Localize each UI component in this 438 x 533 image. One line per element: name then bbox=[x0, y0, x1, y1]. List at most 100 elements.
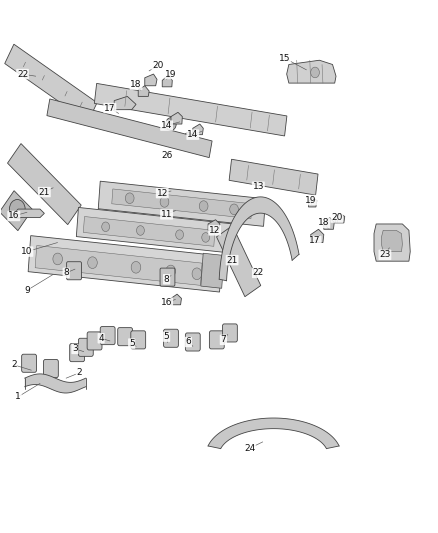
Polygon shape bbox=[28, 236, 222, 292]
FancyBboxPatch shape bbox=[78, 338, 93, 357]
Polygon shape bbox=[335, 213, 345, 223]
Text: 12: 12 bbox=[209, 226, 220, 235]
FancyBboxPatch shape bbox=[118, 328, 133, 346]
Polygon shape bbox=[171, 112, 182, 124]
Polygon shape bbox=[171, 294, 181, 305]
Polygon shape bbox=[14, 209, 44, 217]
Circle shape bbox=[230, 204, 238, 215]
Text: 14: 14 bbox=[161, 121, 172, 130]
Text: 18: 18 bbox=[318, 219, 329, 228]
Text: 6: 6 bbox=[186, 337, 191, 346]
Text: 26: 26 bbox=[161, 151, 172, 160]
Circle shape bbox=[88, 257, 97, 269]
Polygon shape bbox=[201, 253, 224, 288]
Polygon shape bbox=[94, 83, 287, 136]
FancyBboxPatch shape bbox=[87, 332, 102, 350]
Polygon shape bbox=[208, 220, 220, 230]
Text: 22: 22 bbox=[253, 269, 264, 277]
Text: 12: 12 bbox=[156, 189, 168, 198]
Text: 20: 20 bbox=[331, 213, 343, 222]
FancyBboxPatch shape bbox=[67, 262, 81, 280]
Text: 5: 5 bbox=[129, 339, 134, 348]
Polygon shape bbox=[324, 217, 334, 229]
Text: 1: 1 bbox=[15, 392, 21, 401]
Circle shape bbox=[125, 193, 134, 204]
Text: 24: 24 bbox=[244, 444, 255, 453]
Circle shape bbox=[131, 262, 141, 273]
FancyBboxPatch shape bbox=[70, 344, 85, 362]
Text: 14: 14 bbox=[187, 130, 198, 139]
Text: 23: 23 bbox=[379, 251, 391, 260]
Polygon shape bbox=[112, 189, 252, 219]
Circle shape bbox=[202, 232, 210, 242]
Polygon shape bbox=[381, 230, 403, 252]
Polygon shape bbox=[5, 44, 97, 122]
Text: 8: 8 bbox=[64, 269, 69, 277]
Text: 15: 15 bbox=[279, 54, 290, 62]
Polygon shape bbox=[138, 86, 149, 96]
Polygon shape bbox=[47, 99, 212, 158]
Text: 17: 17 bbox=[104, 103, 116, 112]
Polygon shape bbox=[229, 159, 318, 195]
Circle shape bbox=[137, 225, 145, 235]
Circle shape bbox=[10, 199, 25, 219]
Text: 8: 8 bbox=[164, 274, 170, 284]
Text: 11: 11 bbox=[161, 210, 173, 219]
Text: 19: 19 bbox=[165, 70, 177, 78]
FancyBboxPatch shape bbox=[223, 324, 237, 342]
FancyBboxPatch shape bbox=[185, 333, 200, 351]
Circle shape bbox=[53, 253, 63, 265]
Text: 10: 10 bbox=[21, 247, 33, 256]
Text: 9: 9 bbox=[24, 286, 30, 295]
Text: 4: 4 bbox=[98, 334, 104, 343]
Polygon shape bbox=[308, 197, 317, 207]
Text: 7: 7 bbox=[220, 335, 226, 344]
Text: 17: 17 bbox=[309, 237, 321, 246]
Text: 16: 16 bbox=[8, 212, 20, 221]
Polygon shape bbox=[287, 60, 336, 83]
Circle shape bbox=[102, 222, 110, 231]
Text: 2: 2 bbox=[77, 368, 82, 377]
Text: 20: 20 bbox=[152, 61, 163, 70]
Text: 22: 22 bbox=[17, 70, 28, 78]
Polygon shape bbox=[193, 124, 203, 135]
Text: 3: 3 bbox=[72, 344, 78, 353]
Polygon shape bbox=[98, 181, 265, 227]
Text: 13: 13 bbox=[253, 182, 264, 191]
FancyBboxPatch shape bbox=[163, 329, 178, 348]
Polygon shape bbox=[311, 229, 324, 243]
FancyBboxPatch shape bbox=[209, 331, 224, 349]
Circle shape bbox=[199, 201, 208, 212]
FancyBboxPatch shape bbox=[131, 331, 146, 349]
Text: 5: 5 bbox=[164, 332, 170, 341]
Circle shape bbox=[166, 265, 176, 277]
Polygon shape bbox=[7, 143, 81, 224]
Circle shape bbox=[160, 197, 169, 207]
Polygon shape bbox=[35, 246, 202, 285]
FancyBboxPatch shape bbox=[100, 327, 115, 345]
Text: 2: 2 bbox=[11, 360, 17, 369]
Polygon shape bbox=[216, 225, 261, 297]
Text: 19: 19 bbox=[305, 196, 316, 205]
Circle shape bbox=[184, 133, 193, 143]
Polygon shape bbox=[25, 374, 86, 393]
Text: 18: 18 bbox=[130, 80, 142, 89]
Text: 21: 21 bbox=[39, 188, 50, 197]
Polygon shape bbox=[0, 191, 32, 231]
Circle shape bbox=[166, 118, 176, 131]
FancyBboxPatch shape bbox=[160, 268, 175, 286]
Circle shape bbox=[176, 230, 184, 239]
Polygon shape bbox=[76, 207, 235, 253]
Polygon shape bbox=[114, 96, 136, 110]
Circle shape bbox=[192, 268, 201, 280]
FancyBboxPatch shape bbox=[43, 360, 58, 377]
Text: 21: 21 bbox=[226, 256, 238, 264]
FancyBboxPatch shape bbox=[21, 354, 36, 372]
Polygon shape bbox=[83, 216, 215, 246]
Polygon shape bbox=[219, 197, 299, 281]
Text: 16: 16 bbox=[161, 298, 173, 307]
Polygon shape bbox=[208, 418, 339, 449]
Polygon shape bbox=[374, 224, 410, 261]
Polygon shape bbox=[145, 74, 157, 86]
Polygon shape bbox=[162, 75, 172, 87]
